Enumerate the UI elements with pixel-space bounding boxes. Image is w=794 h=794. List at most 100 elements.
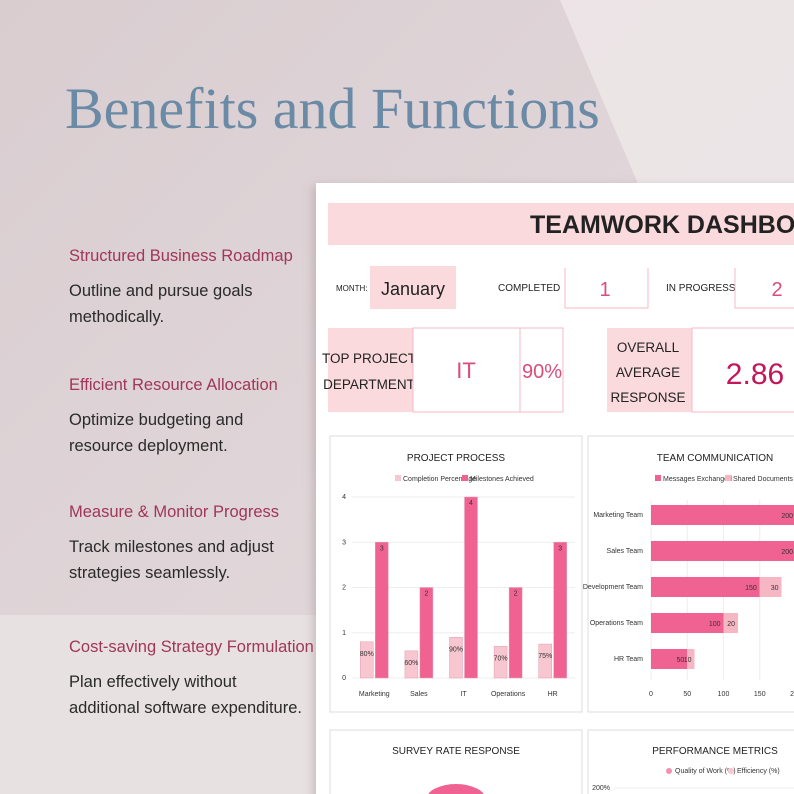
overall-box: [607, 328, 692, 412]
legend-swatch: [655, 475, 661, 481]
y-tick-label: Operations Team: [590, 620, 643, 627]
survey-pie: [428, 784, 484, 794]
legend-label: Milestones Achieved: [470, 476, 534, 483]
chart-title: SURVEY RATE RESPONSE: [392, 746, 520, 757]
y-tick-label: 1: [342, 630, 346, 637]
dashboard-title: TEAMWORK DASHBOARD: [530, 211, 794, 239]
y-tick-label: 2: [342, 585, 346, 592]
x-tick-label: 150: [754, 691, 766, 698]
legend-swatch: [728, 768, 734, 774]
x-tick-label: 100: [718, 691, 730, 698]
kpi-label: DEPARTMENT: [323, 377, 415, 392]
x-tick-label: 50: [683, 691, 691, 698]
legend-swatch: [725, 475, 731, 481]
data-label: 2: [424, 591, 428, 598]
overall-label: OVERALL AVERAGE RESPONSE: [610, 340, 685, 405]
y-tick-label: 200%: [592, 785, 610, 792]
x-tick-label: HR: [548, 691, 558, 698]
feature-heading: Efficient Resource Allocation: [69, 376, 278, 394]
chart-title: TEAM COMMUNICATION: [657, 453, 773, 464]
bar: [651, 505, 794, 525]
in-progress-value: 2: [771, 279, 782, 301]
bar: [464, 496, 478, 679]
features: Structured Business Roadmap Outline and p…: [69, 247, 314, 717]
top-project-label: TOP PROJECT DEPARTMENT: [322, 351, 416, 392]
bar: [651, 613, 724, 633]
legend-label: Shared Documents: [733, 476, 793, 483]
legend-swatch: [395, 475, 401, 481]
completed-value: 1: [599, 279, 610, 301]
performance-card: [587, 729, 794, 794]
bar: [651, 649, 688, 669]
bar: [538, 643, 552, 679]
bar: [553, 542, 567, 679]
bar: [651, 577, 760, 597]
page-title: Benefits and Functions: [65, 76, 600, 141]
x-tick-label: Sales: [410, 691, 428, 698]
x-tick-label: Operations: [491, 691, 526, 698]
bar: [651, 541, 794, 561]
overall-value: 2.86: [726, 358, 784, 391]
top-project-rate-box: [519, 327, 564, 413]
x-tick-label: Marketing: [359, 691, 390, 698]
data-label: 200: [781, 513, 793, 520]
data-label: 20: [727, 621, 735, 628]
feature-heading: Structured Business Roadmap: [69, 247, 293, 265]
data-label: 3: [558, 545, 562, 552]
y-tick-label: 3: [342, 539, 346, 546]
completed-box: [564, 268, 649, 309]
feature-body: Plan effectively without: [69, 673, 237, 691]
data-label: 50: [676, 657, 684, 664]
chart-title: PROJECT PROCESS: [407, 453, 505, 464]
bar: [449, 637, 463, 679]
legend-label: Quality of Work (%): [675, 768, 736, 775]
feature-body: Track milestones and adjust: [69, 538, 274, 556]
x-tick-label: IT: [460, 691, 467, 698]
x-tick-label: 0: [649, 691, 653, 698]
chart-title: PERFORMANCE METRICS: [652, 746, 778, 757]
completed-label: COMPLETED: [498, 283, 560, 294]
feature-body: resource deployment.: [69, 437, 228, 455]
data-label: 80%: [360, 651, 374, 658]
legend-swatch: [462, 475, 468, 481]
data-label: 10: [684, 657, 692, 664]
x-tick-label: 200: [790, 691, 794, 698]
data-label: 90%: [449, 646, 463, 653]
legend-label: Messages Exchanged: [663, 476, 732, 483]
bar: [723, 613, 738, 633]
y-tick-label: Sales Team: [607, 548, 644, 555]
bar: [419, 587, 434, 679]
kpi-label: TOP PROJECT: [322, 351, 416, 366]
bar: [360, 641, 374, 679]
top-project-rate: 90%: [522, 361, 562, 383]
feature-body: Outline and pursue goals: [69, 282, 252, 300]
feature-body: methodically.: [69, 308, 164, 326]
feature-body: additional software expenditure.: [69, 699, 302, 717]
in-progress-label: IN PROGRESS: [666, 283, 736, 294]
feature-body: strategies seamlessly.: [69, 564, 230, 582]
data-label: 4: [469, 500, 473, 507]
feature-heading: Cost-saving Strategy Formulation: [69, 638, 314, 656]
in-progress-box: [734, 268, 794, 309]
bar: [759, 577, 782, 597]
survey-card: [329, 729, 583, 794]
bar: [375, 542, 389, 679]
legend-label: Efficiency (%): [737, 768, 780, 775]
data-label: 200: [781, 549, 793, 556]
dashboard-header: [328, 203, 794, 245]
top-project-dept-box: [412, 327, 521, 413]
legend-swatch: [666, 768, 672, 774]
kpi-label: AVERAGE: [616, 365, 680, 380]
bar: [508, 587, 523, 679]
kpi-label: RESPONSE: [610, 390, 685, 405]
y-tick-label: 0: [342, 675, 346, 682]
month-label: MONTH:: [336, 284, 368, 293]
data-label: 100: [709, 621, 721, 628]
y-tick-label: 4: [342, 494, 346, 501]
y-tick-label: HR Team: [614, 656, 643, 663]
data-label: 150: [745, 585, 757, 592]
y-tick-label: Marketing Team: [593, 512, 643, 519]
kpi-label: OVERALL: [617, 340, 680, 355]
data-label: 75%: [538, 653, 552, 660]
